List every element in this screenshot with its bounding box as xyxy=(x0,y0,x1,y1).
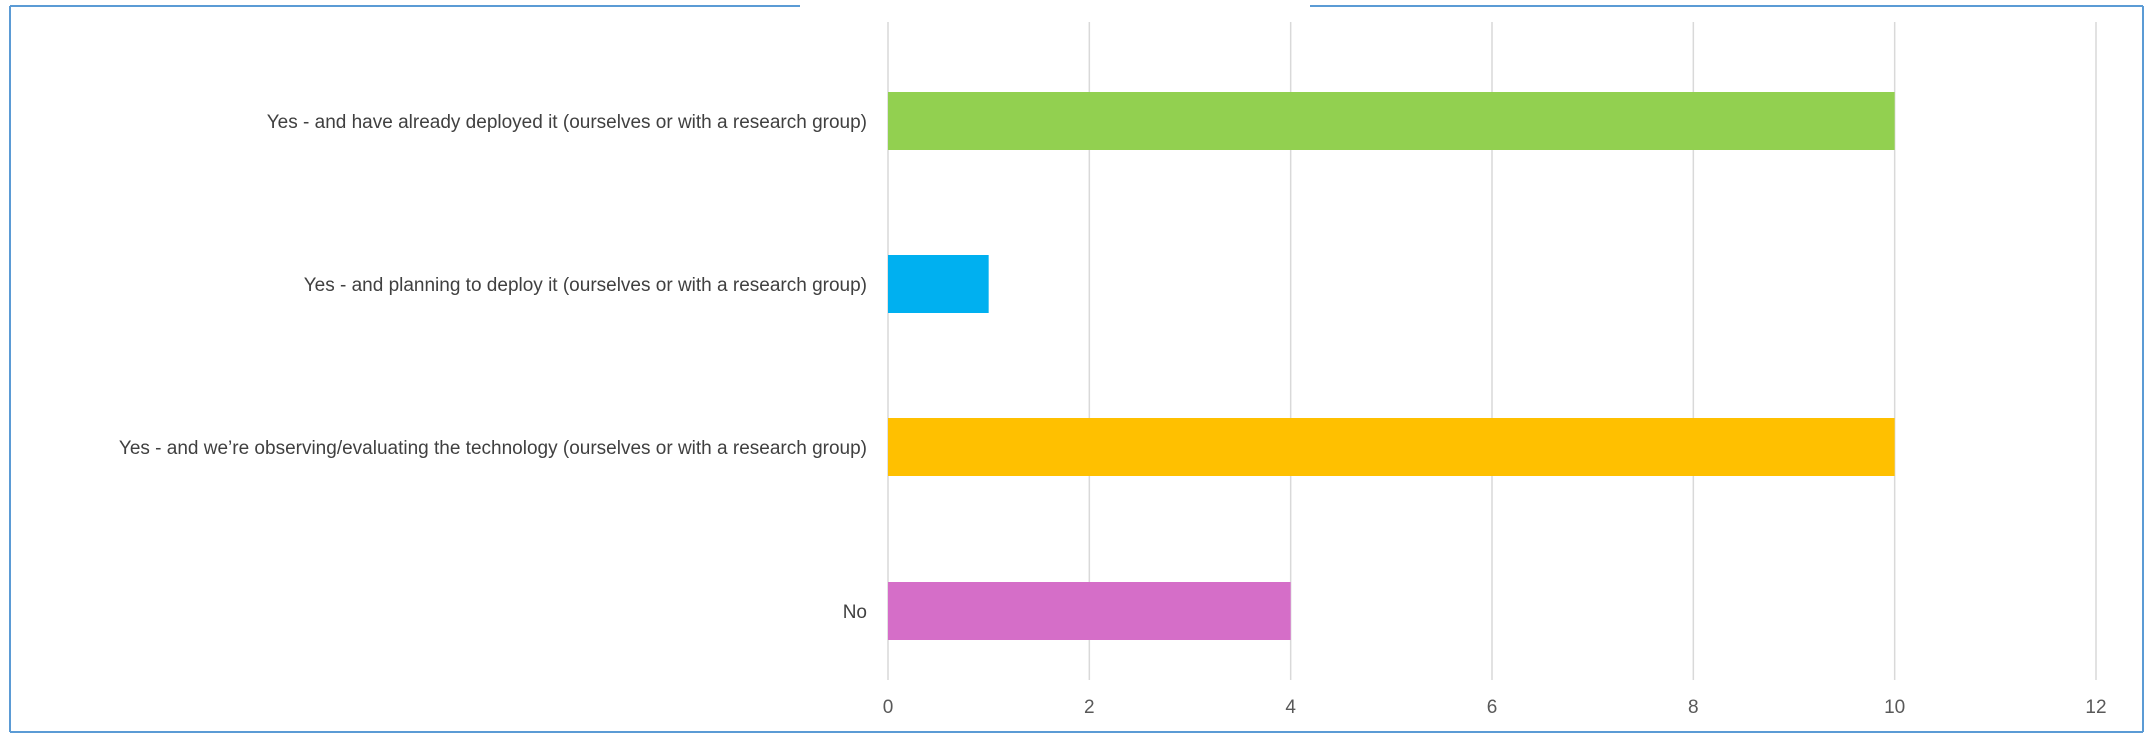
plot-area: 0 2 4 6 8 10 12 Yes - and have already deployed… xyxy=(119,22,2107,718)
category-label: Yes - and we’re observing/evaluating the… xyxy=(119,438,867,459)
x-tick-label: 12 xyxy=(2085,697,2106,718)
category-label: No xyxy=(843,602,867,623)
x-tick-label: 8 xyxy=(1688,697,1699,718)
bar-3 xyxy=(888,582,1291,640)
x-tick-label: 4 xyxy=(1285,697,1296,718)
x-tick-label: 6 xyxy=(1487,697,1498,718)
bar-1 xyxy=(888,255,989,313)
category-label: Yes - and planning to deploy it (ourselv… xyxy=(304,275,867,296)
category-label: Yes - and have already deployed it (ours… xyxy=(267,112,867,133)
x-tick-label: 0 xyxy=(883,697,894,718)
x-tick-label: 2 xyxy=(1084,697,1095,718)
bar-0 xyxy=(888,92,1895,150)
chart-border xyxy=(9,5,2144,733)
x-tick-label: 10 xyxy=(1884,697,1905,718)
bar-2 xyxy=(888,418,1895,476)
